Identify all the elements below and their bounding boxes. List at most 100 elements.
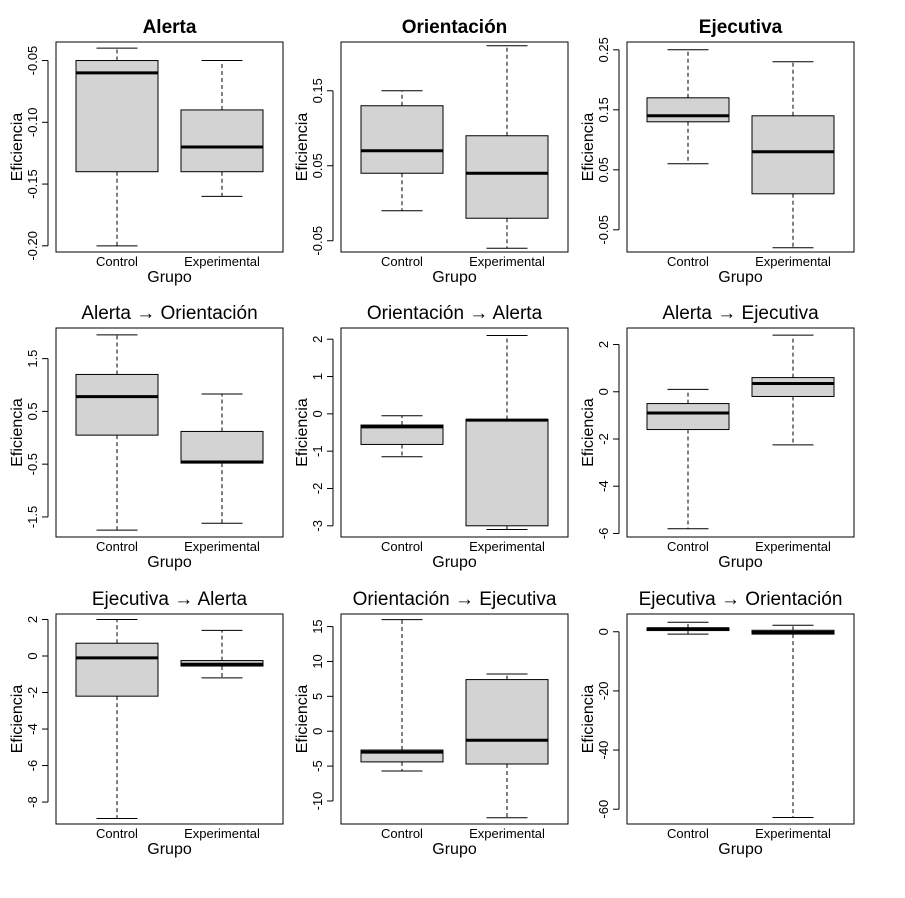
y-tick-label: -0.20 xyxy=(25,231,40,261)
plot-frame xyxy=(55,327,284,538)
plot-frame xyxy=(626,41,855,253)
plot-frame xyxy=(340,41,569,253)
y-tick-label: -8 xyxy=(25,796,40,808)
iqr-box xyxy=(75,373,159,436)
y-tick-label: -40 xyxy=(596,741,611,760)
y-tick-label: -6 xyxy=(596,528,611,540)
panel-7: Ejecutiva → Alerta -8 -6 -4 -2 0 2 Eficiencia Co… xyxy=(9,589,284,858)
y-axis-label: Eficiencia xyxy=(294,398,311,467)
box-experimental xyxy=(180,393,264,524)
box-experimental xyxy=(180,629,264,679)
iqr-box xyxy=(646,403,730,431)
y-tick-label: -3 xyxy=(310,520,325,532)
y-tick-label: -0.5 xyxy=(25,453,40,475)
plot-frame xyxy=(626,613,855,825)
box-experimental xyxy=(465,673,549,819)
y-tick-label: 0.15 xyxy=(310,78,325,103)
x-tick-label: Experimental xyxy=(469,254,545,269)
x-axis-label: Grupo xyxy=(432,841,477,858)
plot-frame xyxy=(340,327,569,538)
box-control xyxy=(75,47,159,247)
panel-title: Orientación → Alerta xyxy=(367,303,543,324)
x-axis-label: Grupo xyxy=(432,554,477,571)
box-experimental xyxy=(465,334,549,531)
plot-frame xyxy=(340,613,569,825)
panel-4: Alerta → Orientación -1.5 -0.5 0.5 1.5 Eficie… xyxy=(9,303,284,571)
y-tick-label: 2 xyxy=(310,336,325,343)
box-experimental xyxy=(465,45,549,249)
box-experimental xyxy=(751,61,835,249)
box-control xyxy=(646,621,730,635)
panel-9: Ejecutiva → Orientación -60 -40 -20 0 Eficien… xyxy=(580,589,855,858)
y-tick-label: -0.15 xyxy=(25,169,40,199)
x-tick-label: Control xyxy=(667,826,709,841)
x-tick-label: Experimental xyxy=(184,539,260,554)
panel-2: Orientación -0.05 0.05 0.15 Eficiencia Contro… xyxy=(294,17,569,286)
x-tick-label: Experimental xyxy=(755,254,831,269)
x-tick-label: Experimental xyxy=(184,254,260,269)
y-tick-label: -4 xyxy=(25,723,40,735)
y-tick-label: 0.05 xyxy=(596,157,611,182)
panel-1: Alerta -0.20 -0.15 -0.10 -0.05 Eficiencia Cont… xyxy=(9,17,284,286)
iqr-box xyxy=(465,135,549,219)
panel-title: Ejecutiva → Alerta xyxy=(92,589,248,610)
y-axis-label: Eficiencia xyxy=(580,398,597,467)
y-tick-label: -6 xyxy=(25,760,40,772)
y-tick-label: -0.10 xyxy=(25,107,40,137)
x-axis-label: Grupo xyxy=(147,554,192,571)
panel-8: Orientación → Ejecutiva -10 -5 0 5 10 15 Eficie… xyxy=(294,589,569,858)
y-tick-label: 0 xyxy=(25,652,40,659)
iqr-box xyxy=(180,109,264,173)
iqr-box xyxy=(180,430,264,464)
box-control xyxy=(360,415,444,458)
x-axis-label: Grupo xyxy=(147,269,192,286)
panel-title: Alerta xyxy=(143,17,197,38)
y-axis-label: Eficiencia xyxy=(580,685,597,754)
x-axis-label: Grupo xyxy=(147,841,192,858)
x-tick-label: Experimental xyxy=(469,539,545,554)
x-tick-label: Control xyxy=(667,254,709,269)
y-tick-label: -2 xyxy=(310,483,325,495)
y-axis-label: Eficiencia xyxy=(9,685,26,754)
y-tick-label: 5 xyxy=(310,693,325,700)
x-tick-label: Experimental xyxy=(755,539,831,554)
box-experimental xyxy=(751,624,835,818)
box-control xyxy=(646,388,730,530)
y-tick-label: 1 xyxy=(310,373,325,380)
panel-title: Alerta → Orientación xyxy=(81,303,257,324)
plot-frame xyxy=(55,613,284,825)
y-tick-label: 0.5 xyxy=(25,402,40,420)
x-tick-label: Control xyxy=(96,254,138,269)
iqr-box xyxy=(646,97,730,123)
box-control xyxy=(75,334,159,531)
x-tick-label: Experimental xyxy=(755,826,831,841)
iqr-box xyxy=(75,642,159,697)
y-tick-label: -10 xyxy=(310,792,325,811)
y-tick-label: 0 xyxy=(310,410,325,417)
box-control xyxy=(75,618,159,820)
box-experimental xyxy=(751,334,835,446)
y-tick-label: 15 xyxy=(310,619,325,633)
x-tick-label: Control xyxy=(667,539,709,554)
x-axis-label: Grupo xyxy=(718,554,763,571)
y-tick-label: 0 xyxy=(310,728,325,735)
y-tick-label: 2 xyxy=(25,616,40,623)
y-tick-label: 0.25 xyxy=(596,37,611,62)
iqr-box xyxy=(360,424,444,445)
box-control xyxy=(646,49,730,165)
panel-title: Alerta → Ejecutiva xyxy=(662,303,819,324)
y-tick-label: -1.5 xyxy=(25,506,40,528)
x-axis-label: Grupo xyxy=(718,841,763,858)
y-tick-label: -5 xyxy=(310,760,325,772)
iqr-box xyxy=(360,749,444,763)
iqr-box xyxy=(751,115,835,195)
x-tick-label: Control xyxy=(96,826,138,841)
y-axis-label: Eficiencia xyxy=(580,113,597,182)
x-axis-label: Grupo xyxy=(718,269,763,286)
y-axis-label: Eficiencia xyxy=(9,398,26,467)
y-tick-label: -0.05 xyxy=(310,226,325,256)
y-tick-label: -1 xyxy=(310,445,325,457)
box-control xyxy=(360,90,444,212)
x-tick-label: Experimental xyxy=(184,826,260,841)
iqr-box xyxy=(465,679,549,765)
